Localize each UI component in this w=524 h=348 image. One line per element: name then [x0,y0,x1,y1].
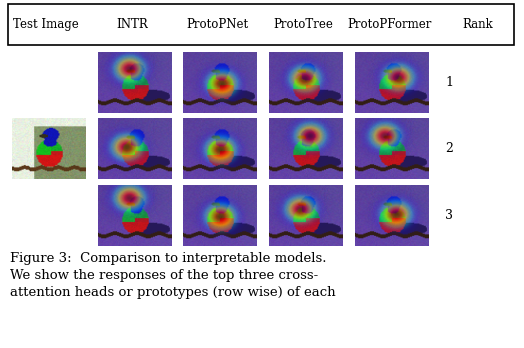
Text: Test Image: Test Image [13,18,79,31]
Text: ProtoPFormer: ProtoPFormer [347,18,432,31]
Text: INTR: INTR [116,18,148,31]
Text: Figure 3:  Comparison to interpretable models.
We show the responses of the top : Figure 3: Comparison to interpretable mo… [10,252,336,299]
Text: ProtoPNet: ProtoPNet [187,18,249,31]
Text: 3: 3 [445,209,453,222]
Text: 2: 2 [445,142,453,155]
Text: Rank: Rank [463,18,494,31]
Text: ProtoTree: ProtoTree [274,18,334,31]
Text: 1: 1 [445,76,453,89]
